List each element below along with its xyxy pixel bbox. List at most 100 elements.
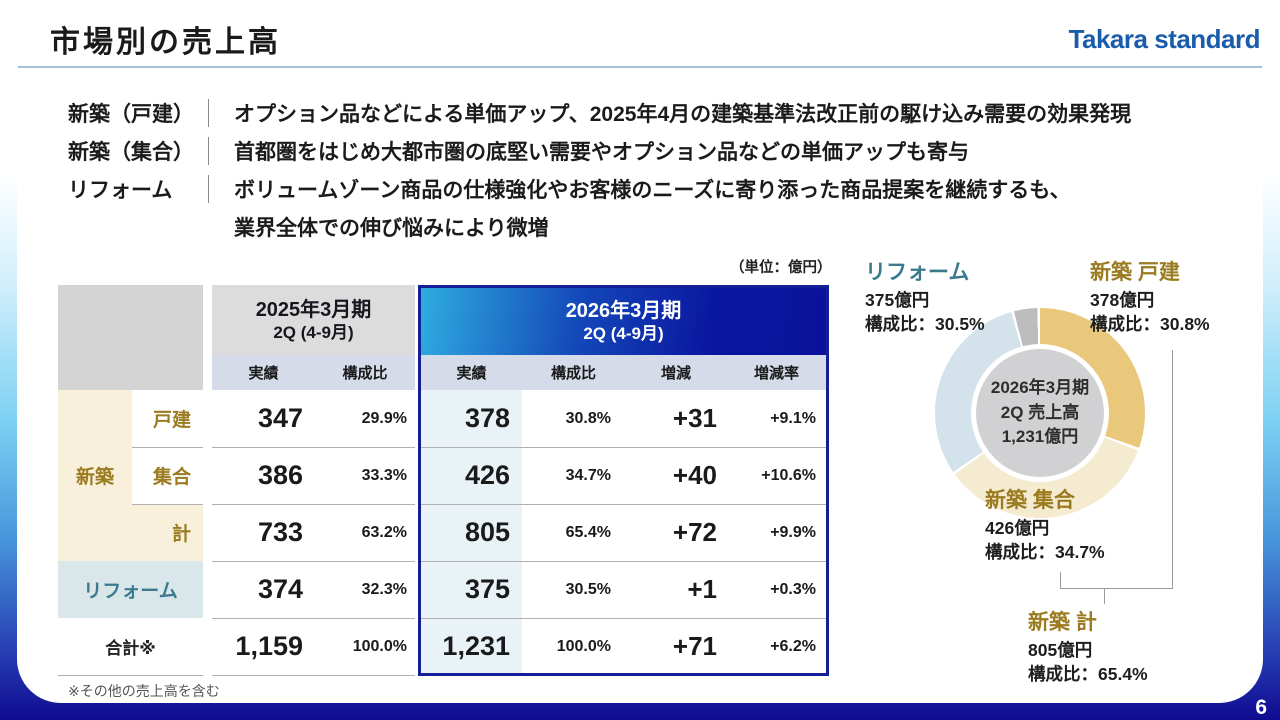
bullet-row-reform: リフォーム ボリュームゾーン商品の仕様強化やお客様のニーズに寄り添った商品提案を… (68, 170, 1131, 208)
table-cell: +0.3% (770, 580, 816, 598)
table-cell: 32.3% (361, 580, 407, 598)
table-cell: 805 (464, 517, 510, 547)
table-cell: 378 (464, 403, 510, 433)
col-header-2026-actual: 実績 (456, 365, 487, 382)
page-number: 6 (1255, 696, 1267, 719)
row-label-shugo: 集合 (152, 467, 191, 488)
col-header-2025-share: 構成比 (342, 365, 388, 382)
table-footnote: ※その他の売上高を含む (68, 683, 220, 699)
table-cell: 30.5% (565, 580, 611, 598)
bullet-row-shugo: 新築（集合） 首都圏をはじめ大都市圏の底堅い需要やオプション品などの単価アップも… (68, 132, 1131, 170)
table-cell: 347 (257, 403, 303, 433)
bullet-divider (208, 99, 209, 127)
bullet-row-reform-cont: 業界全体での伸び悩みにより微増 (68, 208, 1131, 246)
table-cell: 65.4% (565, 523, 611, 541)
bullet-text: ボリュームゾーン商品の仕様強化やお客様のニーズに寄り添った商品提案を継続するも、 (234, 179, 1071, 202)
table-cell: +1 (687, 574, 717, 604)
callout-value: 375億円 (865, 290, 930, 310)
table-cell: 30.8% (565, 409, 611, 427)
header-2025-subtitle: 2Q (4-9月) (273, 322, 354, 342)
callout-newbuild-kei: 新築 計 805億円 構成比：65.4% (1028, 606, 1148, 686)
table-cell: +72 (672, 517, 717, 547)
subheader-2026-bg (421, 355, 826, 390)
table-cell: +6.2% (770, 637, 816, 655)
callout-title: 新築 戸建 (1090, 261, 1180, 284)
table-cell: 29.9% (361, 409, 407, 427)
callout-share: 構成比：30.8% (1090, 313, 1210, 334)
bracket-line (1060, 588, 1173, 589)
header-2025-title: 2025年3月期 (255, 298, 372, 321)
callout-value: 805億円 (1028, 640, 1093, 660)
row-label-kodate: 戸建 (152, 410, 191, 431)
row-separator (421, 504, 826, 505)
row-separator (421, 618, 826, 619)
row-separator (212, 618, 415, 619)
bullet-row-kodate: 新築（戸建） オプション品などによる単価アップ、2025年4月の建築基準法改正前… (68, 94, 1131, 132)
bullet-label: 新築（集合） (68, 141, 194, 164)
table-cell: 63.2% (361, 523, 407, 541)
table-cell: 733 (257, 517, 303, 547)
donut-center-line1: 2026年3月期 (990, 378, 1090, 398)
table-cell: 100.0% (352, 637, 407, 655)
row-label-kei: 計 (171, 524, 191, 545)
header-2026-title: 2026年3月期 (565, 300, 682, 323)
sales-donut-chart: 2026年3月期 2Q 売上高 1,231億円 (935, 308, 1145, 518)
callout-reform: リフォーム 375億円 構成比：30.5% (865, 256, 985, 336)
table-cell: +71 (672, 631, 717, 661)
table-cell: +31 (672, 403, 717, 433)
row-label-reform: リフォーム (83, 581, 178, 602)
bullet-label: リフォーム (68, 179, 173, 202)
donut-center-label: 2026年3月期 2Q 売上高 1,231億円 (976, 349, 1104, 477)
table-cell: 426 (464, 460, 510, 490)
row-group-label-newbuild: 新築 (75, 467, 114, 488)
table-cell: +40 (672, 460, 717, 490)
callout-title: リフォーム (865, 261, 970, 284)
col-header-2026-change-rate: 増減率 (753, 365, 799, 382)
col-header-2025-actual: 実績 (248, 365, 279, 382)
col-header-2026-share: 構成比 (550, 365, 596, 382)
table-cell: 1,231 (442, 631, 510, 661)
newbuild-total-row-bg (132, 504, 203, 561)
callout-share: 構成比：65.4% (1028, 663, 1148, 684)
bullet-text: オプション品などによる単価アップ、2025年4月の建築基準法改正前の駆け込み需要… (234, 103, 1132, 126)
unit-note: （単位：億円） (730, 260, 832, 276)
title-divider (18, 66, 1262, 68)
bracket-line (1104, 588, 1105, 604)
row-separator (132, 447, 203, 448)
summary-bullets: 新築（戸建） オプション品などによる単価アップ、2025年4月の建築基準法改正前… (68, 94, 1131, 246)
bullet-divider (208, 137, 209, 165)
table-corner-cell (58, 285, 203, 390)
table-cell: 386 (257, 460, 303, 490)
table-cell: 34.7% (565, 466, 611, 484)
table-cell: 33.3% (361, 466, 407, 484)
row-separator (212, 675, 415, 676)
table-cell: 1,159 (235, 631, 303, 661)
row-separator (132, 504, 203, 505)
row-separator (212, 504, 415, 505)
col-header-2026-change: 増減 (660, 365, 691, 382)
table-cell: 374 (257, 574, 303, 604)
table-cell: +9.9% (770, 523, 816, 541)
table-cell: 375 (464, 574, 510, 604)
header-2026-subtitle: 2Q (4-9月) (583, 324, 664, 344)
callout-value: 426億円 (985, 518, 1050, 538)
row-separator (212, 447, 415, 448)
row-separator (421, 447, 826, 448)
bullet-text: 業界全体での伸び悩みにより微増 (234, 217, 549, 240)
donut-center-line2: 2Q 売上高 (1000, 402, 1080, 422)
bracket-line (1172, 350, 1173, 588)
newbuild-group-bg (58, 390, 132, 561)
callout-share: 構成比：34.7% (985, 541, 1105, 562)
callout-newbuild-kodate: 新築 戸建 378億円 構成比：30.8% (1090, 256, 1210, 336)
bracket-line (1060, 572, 1061, 588)
table-header-2026: 2026年3月期 2Q (4-9月) (421, 288, 826, 355)
callout-value: 378億円 (1090, 290, 1155, 310)
reform-row-bg (58, 561, 203, 618)
callout-title: 新築 集合 (985, 489, 1075, 512)
donut-center-line3: 1,231億円 (1001, 427, 1079, 447)
table-cell: +9.1% (770, 409, 816, 427)
table-cell: +10.6% (761, 466, 816, 484)
sales-table: 2025年3月期 2Q (4-9月) 2026年3月期 2Q (4-9月) 実績… (58, 285, 829, 676)
page-title: 市場別の売上高 (50, 26, 281, 59)
table-cell: 100.0% (556, 637, 611, 655)
